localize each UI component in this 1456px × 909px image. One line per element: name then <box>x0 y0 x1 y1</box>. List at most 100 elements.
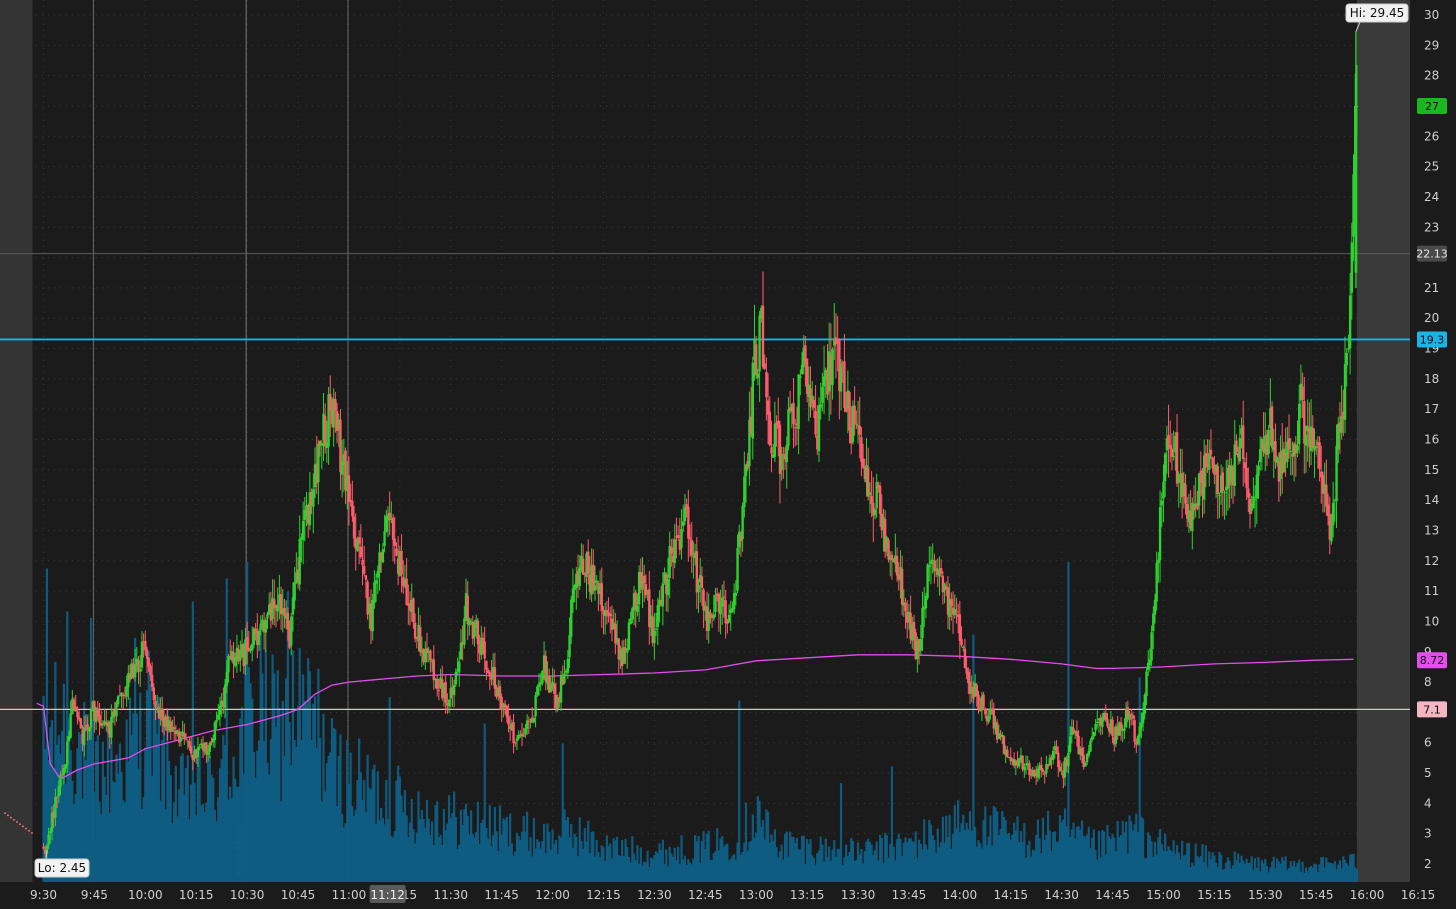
candle-body <box>66 741 69 766</box>
volume-bar <box>1233 851 1236 882</box>
volume-bar <box>653 855 656 882</box>
volume-bar <box>1007 832 1011 882</box>
volume-bar <box>856 842 860 882</box>
candle-body <box>671 555 675 563</box>
volume-bar <box>1123 832 1126 882</box>
candle-body <box>334 399 337 411</box>
candle-body <box>159 708 162 717</box>
candle-body <box>1243 462 1247 469</box>
volume-bar <box>850 838 853 882</box>
volume-bar <box>368 787 371 882</box>
volume-bar <box>537 841 541 882</box>
candle-body <box>1257 465 1260 476</box>
candle-body <box>648 589 651 627</box>
volume-bar <box>488 804 491 882</box>
volume-bar <box>1113 837 1116 882</box>
candle-body <box>512 722 515 744</box>
volume-bar <box>1177 852 1180 882</box>
candle-body <box>123 694 127 697</box>
candle-body <box>839 364 843 392</box>
candle-body <box>962 646 965 648</box>
candle-body <box>195 749 198 758</box>
candle-body <box>1046 764 1050 767</box>
volume-bar <box>726 843 729 882</box>
volume-bar <box>1321 856 1325 882</box>
volume-bar <box>149 683 152 882</box>
volume-bar <box>675 860 678 882</box>
candle-body <box>478 641 481 654</box>
volume-bar <box>566 816 569 882</box>
time-axis-tick: 13:30 <box>841 888 876 902</box>
candle-body <box>943 584 946 591</box>
candle-body <box>1023 766 1026 771</box>
volume-bar <box>397 765 400 882</box>
candle-body <box>188 741 191 748</box>
volume-bar <box>928 820 931 882</box>
candle-body <box>736 548 739 591</box>
volume-bar <box>274 726 278 882</box>
volume-bar <box>174 765 177 882</box>
volume-bar <box>256 750 259 882</box>
volume-bar <box>215 821 218 882</box>
candle-body <box>508 725 512 729</box>
volume-bar <box>310 739 313 882</box>
volume-bar <box>1158 828 1162 882</box>
volume-bar <box>456 848 459 882</box>
candle-body <box>902 602 906 606</box>
candle-body <box>43 849 47 855</box>
candle-body <box>415 637 419 639</box>
volume-bar <box>1125 821 1128 882</box>
volume-bar <box>1079 829 1082 882</box>
candle-body <box>99 722 103 726</box>
candle-body <box>300 536 303 540</box>
candle-body <box>242 644 245 667</box>
volume-bar <box>1187 842 1191 882</box>
volume-bar <box>351 806 354 882</box>
candle-body <box>1199 470 1202 483</box>
volume-bar <box>834 856 838 882</box>
volume-bar <box>514 851 517 882</box>
volume-bar <box>587 820 590 882</box>
last-price-tag-text: 27 <box>1425 100 1439 113</box>
volume-bar <box>790 836 793 882</box>
volume-bar <box>1145 857 1148 882</box>
candle-body <box>705 606 709 631</box>
candle-body <box>89 709 93 728</box>
candle-body <box>278 594 281 605</box>
volume-bar <box>1206 866 1209 882</box>
candle-body <box>1213 465 1216 475</box>
volume-bar <box>792 837 795 882</box>
volume-bar <box>1286 869 1289 882</box>
candle-body <box>566 658 570 673</box>
volume-bar <box>1140 816 1143 882</box>
candle-body <box>578 567 581 587</box>
candle-body <box>1074 730 1077 734</box>
volume-bar <box>1303 872 1306 882</box>
candle-body <box>692 556 695 558</box>
volume-bar <box>79 734 82 882</box>
candle-body <box>1104 713 1107 720</box>
candle-body <box>997 733 1001 740</box>
volume-bar <box>811 855 814 882</box>
candle-body <box>587 551 590 574</box>
volume-bar <box>921 849 924 882</box>
premarket-print <box>31 832 33 834</box>
volume-bar <box>1130 821 1133 882</box>
candle-body <box>234 656 237 667</box>
volume-bar <box>1255 867 1258 882</box>
volume-bar <box>201 803 205 882</box>
candle-body <box>693 552 697 559</box>
candle-body <box>773 423 777 457</box>
candle-body <box>531 717 534 723</box>
volume-bar <box>945 815 948 882</box>
volume-bar <box>714 851 717 882</box>
volume-bar <box>117 773 120 882</box>
candle-body <box>570 599 573 637</box>
volume-bar <box>127 761 130 882</box>
candle-body <box>580 555 583 570</box>
price-axis-tick: 4 <box>1424 796 1432 810</box>
candle-body <box>1186 503 1189 519</box>
candle-body <box>627 622 631 650</box>
candle-body <box>1170 448 1174 457</box>
volume-bar <box>374 824 378 882</box>
